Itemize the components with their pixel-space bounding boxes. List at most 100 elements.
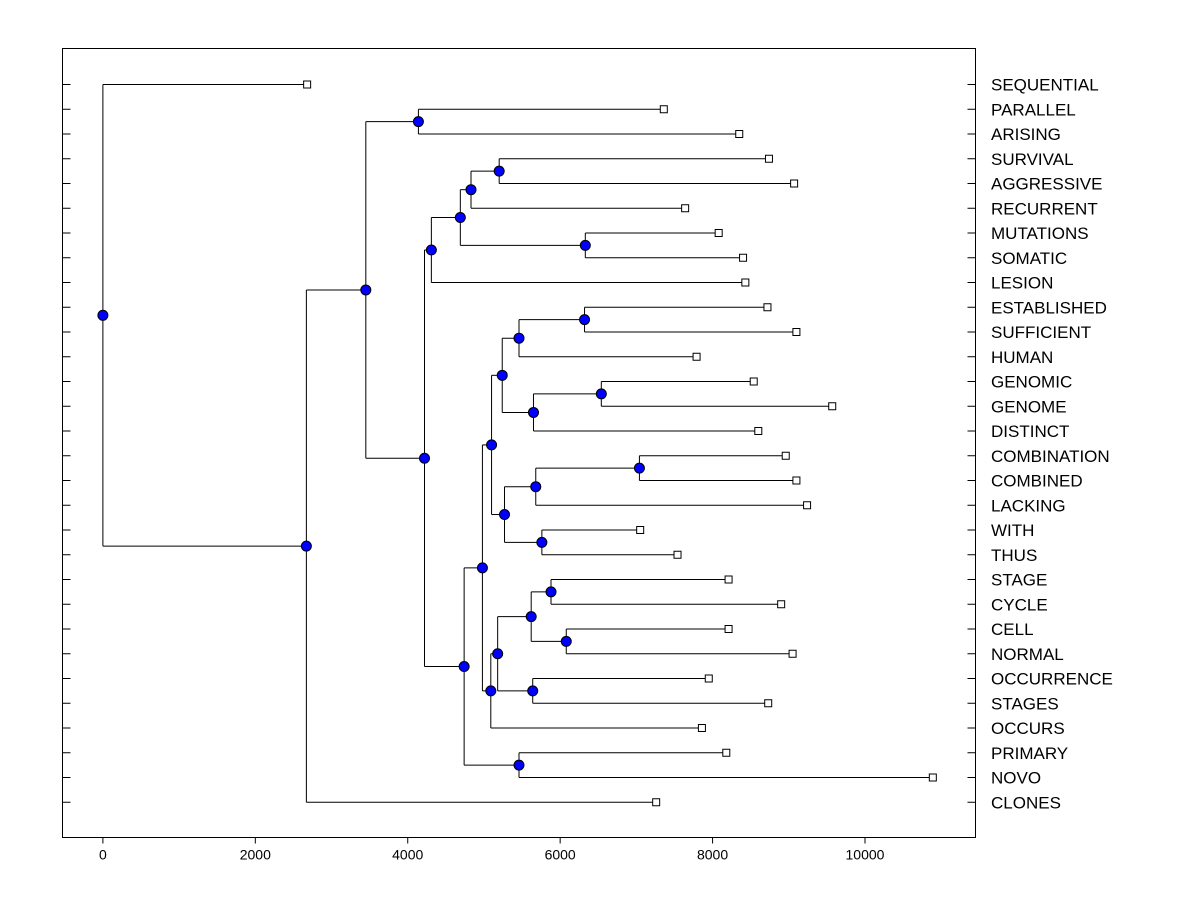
leaf-marker-distinct [754,427,763,435]
leaf-label-occurs: OCCURS [991,719,1065,738]
leaf-marker-stage [724,575,733,584]
leaf-marker-occurrence [704,674,713,683]
leaf-marker-stages [764,699,773,708]
leaf-label-normal: NORMAL [991,645,1064,664]
merge-node-n26 [418,452,430,464]
merge-node-n2 [493,165,505,177]
leaf-marker-sufficient [792,328,801,336]
merge-node-n24 [513,759,525,771]
leaf-marker-novo [928,773,937,782]
merge-node-n18 [560,635,572,647]
leaf-label-genome: GENOME [991,397,1067,416]
x-tick-label: 6000 [545,847,576,863]
merge-node-n12 [633,462,645,474]
leaf-label-human: HUMAN [991,348,1053,367]
leaf-label-sequential: SEQUENTIAL [991,76,1099,95]
leaf-marker-cycle [777,600,786,609]
x-axis: 0 2000 4000 6000 8000 10000 [99,837,885,863]
leaf-marker-with [636,526,645,534]
leaf-marker-normal [788,649,797,658]
merge-node-n1 [412,116,424,128]
merge-node-n4 [579,239,591,251]
x-tick-label: 0 [99,847,107,863]
merge-node-n29 [97,309,109,321]
leaf-label-stages: STAGES [991,694,1059,713]
merge-node-n17 [545,586,557,598]
plot-frame [62,48,976,838]
leaf-marker-genomic [749,377,758,386]
merge-node-n9 [595,388,607,400]
leaf-label-genomic: GENOMIC [991,373,1072,392]
leaf-label-clones: CLONES [991,793,1061,812]
merge-node-n15 [499,509,511,521]
leaf-marker-human [692,352,701,361]
leaf-label-parallel: PARALLEL [991,100,1076,119]
merge-node-n6 [425,244,437,256]
leaf-marker-survival [764,154,773,163]
leaf-label-sufficient: SUFFICIENT [991,323,1091,342]
leaf-label-lesion: LESION [991,274,1053,293]
leaf-marker-somatic [739,253,748,262]
leaf-marker-parallel [659,105,668,114]
leaf-marker-aggressive [790,179,799,188]
leaf-markers [303,80,937,807]
merge-node-n3 [465,184,477,196]
merge-node-n7 [579,314,591,326]
x-tick-label: 2000 [240,847,271,863]
merge-node-n28 [300,540,312,552]
leaf-label-cycle: CYCLE [991,595,1048,614]
merge-node-n5 [454,212,466,224]
merge-node-n20 [527,685,539,697]
leaf-marker-mutations [714,229,723,237]
merge-node-n16 [486,439,498,451]
leaf-marker-primary [722,748,731,757]
leaf-label-occurrence: OCCURRENCE [991,670,1113,689]
merge-node-markers [97,116,645,771]
x-tick-label: 4000 [392,847,423,863]
leaf-label-thus: THUS [991,546,1037,565]
merge-node-n22 [485,685,497,697]
leaf-label-novo: NOVO [991,769,1041,788]
x-tick-label: 8000 [697,847,728,863]
merge-node-n11 [496,369,508,381]
merge-node-n14 [536,536,548,548]
leaf-marker-occurs [697,724,706,732]
merge-node-n25 [458,661,470,673]
leaf-marker-established [763,303,772,312]
merge-node-n8 [513,332,525,344]
leaf-marker-sequential [303,80,312,89]
leaf-label-recurrent: RECURRENT [991,199,1098,218]
leaf-label-primary: PRIMARY [991,744,1068,763]
leaf-marker-genome [828,402,837,411]
x-tick-label: 10000 [846,847,885,863]
leaf-marker-lesion [741,278,750,287]
leaf-marker-thus [673,550,682,559]
leaf-marker-recurrent [681,204,690,213]
merge-node-n19 [525,611,537,623]
leaf-label-established: ESTABLISHED [991,298,1107,317]
leaf-marker-combined [792,476,801,485]
merge-node-n13 [530,481,542,493]
leaf-label-stage: STAGE [991,571,1047,590]
leaf-marker-cell [724,625,733,633]
merge-node-n27 [360,284,372,296]
leaf-label-somatic: SOMATIC [991,249,1067,268]
leaf-label-aggressive: AGGRESSIVE [991,175,1102,194]
merge-node-n10 [527,406,539,418]
merge-node-n23 [476,562,488,574]
leaf-label-survival: SURVIVAL [991,150,1074,169]
leaf-labels: SEQUENTIAL PARALLEL ARISING SURVIVAL AGGRESS… [991,76,1113,813]
leaf-label-cell: CELL [991,620,1034,639]
leaf-marker-clones [652,798,661,807]
leaf-label-distinct: DISTINCT [991,422,1069,441]
leaf-label-arising: ARISING [991,125,1061,144]
leaf-label-combination: COMBINATION [991,447,1110,466]
merge-node-n21 [492,648,504,660]
leaf-label-combined: COMBINED [991,472,1083,491]
leaf-label-lacking: LACKING [991,496,1066,515]
leaf-marker-lacking [803,501,812,510]
leaf-label-mutations: MUTATIONS [991,224,1089,243]
leaf-marker-combination [781,451,790,460]
leaf-label-with: WITH [991,521,1034,540]
